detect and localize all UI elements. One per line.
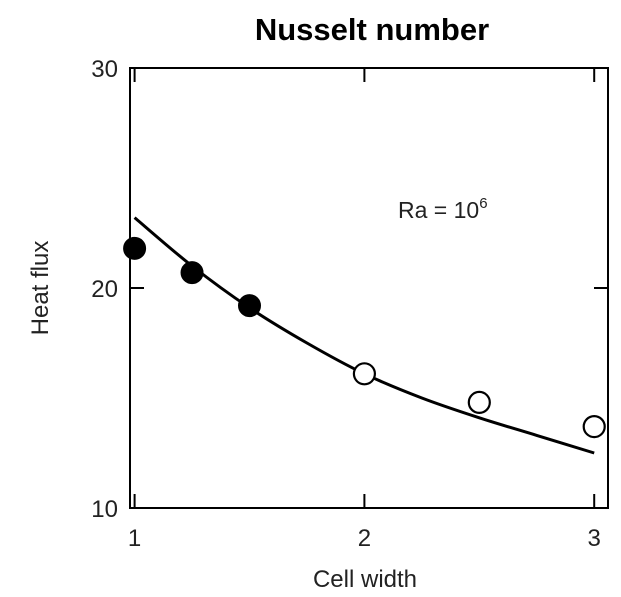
filled-point-2: [238, 294, 261, 318]
series-layer: [123, 216, 606, 455]
open-point-0: [352, 362, 377, 386]
x-tick-label-1: 1: [128, 525, 141, 552]
filled-point-1: [180, 261, 204, 285]
axis-ticks: [130, 67, 608, 509]
y-tick-label-10: 10: [91, 496, 118, 523]
ra-annotation-exponent: 6: [479, 195, 487, 212]
open-point-2: [582, 415, 606, 439]
chart-title: Nusselt number: [255, 12, 489, 47]
fit-curve: [133, 216, 595, 455]
y-tick-label-30: 30: [91, 56, 118, 83]
open-point-1: [467, 390, 491, 414]
x-tick-label-3: 3: [588, 525, 601, 552]
tick-labels: 1 2 3 10 20 30: [91, 56, 601, 552]
plot-frame: [129, 67, 609, 509]
y-tick-label-20: 20: [91, 276, 118, 303]
x-tick-label-2: 2: [358, 525, 371, 552]
ra-annotation-base: Ra = 10: [398, 197, 479, 223]
filled-point-0: [123, 236, 147, 260]
y-axis-label: Heat flux: [27, 241, 54, 336]
x-axis-label: Cell width: [313, 566, 417, 593]
ra-annotation: Ra = 106: [398, 195, 488, 223]
